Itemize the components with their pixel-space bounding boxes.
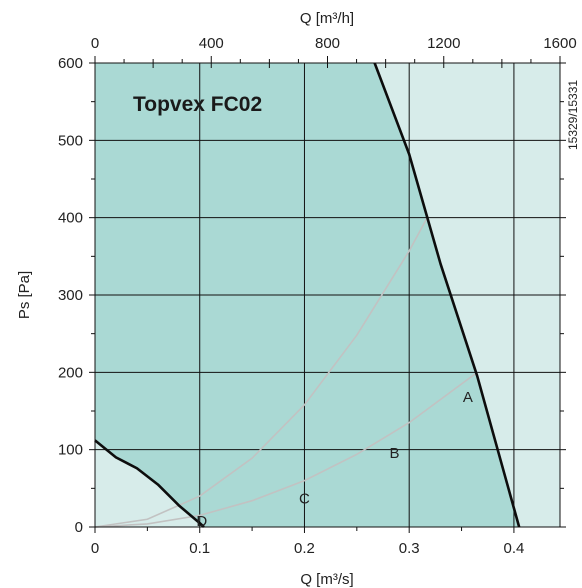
curve-label-b: B (390, 445, 400, 462)
top-axis-label: Q [m³/h] (300, 10, 354, 27)
y-tick-label: 400 (58, 210, 83, 227)
chart-curves (94, 62, 521, 528)
x-tick-label: 0 (91, 540, 99, 557)
y-tick-label: 0 (75, 519, 83, 536)
top-tick-label: 1200 (427, 35, 460, 52)
y-tick-label: 600 (58, 55, 83, 72)
top-tick-label: 0 (91, 35, 99, 52)
y-tick-label: 500 (58, 132, 83, 149)
y-tick-label: 200 (58, 364, 83, 381)
top-tick-label: 800 (315, 35, 340, 52)
y-tick-label: 100 (58, 442, 83, 459)
x-tick-label: 0.2 (294, 540, 315, 557)
min-fan-curve (94, 439, 205, 528)
x-axis-label: Q [m³/s] (300, 571, 353, 588)
tick-labels: 0 0.1 0.2 0.3 0.4 0 100 200 300 400 500 600 0 400 800 1… (58, 35, 577, 557)
curve-label-d: D (196, 513, 207, 530)
curve-label-a: A (463, 389, 473, 406)
tick-marks (89, 56, 566, 533)
chart-title: Topvex FC02 (133, 93, 262, 116)
max-fan-curve (373, 62, 521, 528)
system-curve (94, 371, 478, 528)
top-tick-label: 400 (199, 35, 224, 52)
y-axis-label: Ps [Pa] (16, 271, 33, 319)
x-tick-label: 0.3 (399, 540, 420, 557)
y-tick-label: 300 (58, 287, 83, 304)
curve-label-c: C (299, 490, 310, 507)
chart-grid (95, 63, 560, 527)
side-code-label: 15329/15331 (566, 80, 580, 150)
system-curve (94, 215, 429, 528)
curve-point-labels: A B C D (196, 389, 472, 530)
x-tick-label: 0.4 (503, 540, 524, 557)
x-tick-label: 0.1 (189, 540, 210, 557)
top-tick-label: 1600 (543, 35, 576, 52)
